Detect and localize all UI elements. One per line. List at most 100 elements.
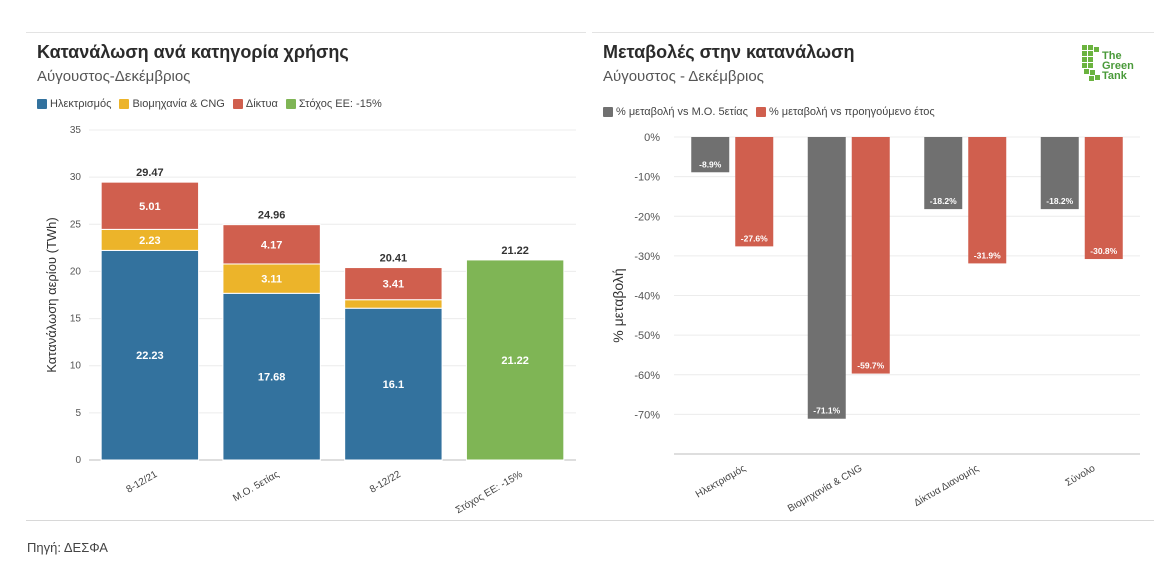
bar-segment xyxy=(222,263,321,294)
y-tick-label: 5 xyxy=(75,408,81,419)
y-tick-label: 35 xyxy=(70,125,82,136)
bar-value-label: 21.22 xyxy=(501,355,529,367)
y-tick-label: 20 xyxy=(70,266,82,277)
bar xyxy=(1040,137,1079,210)
legend-label: Βιομηχανία & CNG xyxy=(132,98,225,110)
source-note: Πηγή: ΔΕΣΦΑ xyxy=(27,540,108,555)
right-legend-item: % μεταβολή vs προηγούμενο έτος xyxy=(755,106,935,118)
y-tick-label: -20% xyxy=(634,211,660,223)
left-bar-chart: 0 5 10 15 20 25 30 35 Κατανάλωση αερίου (TWh) 22.… xyxy=(44,125,576,516)
logo-wordmark: The Green Tank xyxy=(1102,50,1134,82)
bar-segment xyxy=(222,224,321,265)
bar-total-label: 24.96 xyxy=(258,210,286,222)
consumption-by-category-panel: Κατανάλωση ανά κατηγορία χρήσης Αύγουστο… xyxy=(26,32,586,520)
right-legend-item: % μεταβολή vs Μ.Ο. 5ετίας xyxy=(603,106,748,118)
y-tick-label: 15 xyxy=(70,314,82,325)
bar-value-label: 5.01 xyxy=(139,201,160,213)
bar-segment xyxy=(344,307,443,461)
left-legend-item: Δίκτυα xyxy=(232,98,278,110)
bar-value-label: -18.2% xyxy=(1046,196,1073,206)
legend-label: % μεταβολή vs προηγούμενο έτος xyxy=(768,106,935,118)
legend-swatch xyxy=(755,107,766,117)
x-tick-label: Βιομηχανία & CNG xyxy=(786,462,865,514)
right-chart-legend: % μεταβολή vs Μ.Ο. 5ετίας % μεταβολή vs π… xyxy=(603,106,935,118)
y-axis-title: Κατανάλωση αερίου (TWh) xyxy=(44,217,59,372)
logo-line: The xyxy=(1102,50,1122,62)
bar-total-label: 21.22 xyxy=(501,245,529,257)
y-tick-label: 10 xyxy=(70,361,82,372)
bar-segment xyxy=(344,267,443,301)
leaf-logo-icon xyxy=(1082,45,1100,81)
x-tick-label: 8-12/22 xyxy=(368,469,403,496)
left-chart-title: Κατανάλωση ανά κατηγορία χρήσης xyxy=(37,42,349,62)
x-tick-label: Ηλεκτρισμός xyxy=(693,462,748,500)
y-tick-label: -30% xyxy=(634,251,660,263)
right-bar-chart: 0% -10% -20% -30% -40% -50% -60% -70% % μεταβολή… xyxy=(610,132,1140,515)
bar-value-label: -18.2% xyxy=(930,196,957,206)
bar xyxy=(735,137,774,247)
y-tick-label: 25 xyxy=(70,219,82,230)
bar xyxy=(924,137,963,210)
legend-swatch xyxy=(37,99,47,109)
bar-value-label: 2.23 xyxy=(139,235,160,247)
y-tick-label: -10% xyxy=(634,172,660,184)
bar-value-label: 17.68 xyxy=(258,372,286,384)
x-tick-label: 8-12/21 xyxy=(124,469,159,496)
bar-value-label: 3.11 xyxy=(261,274,282,286)
bar-value-label: 3.41 xyxy=(383,279,404,291)
bar-value-label: -31.9% xyxy=(974,250,1001,260)
legend-label: Στόχος ΕΕ: -15% xyxy=(298,98,382,110)
legend-swatch xyxy=(285,99,296,109)
legend-swatch xyxy=(603,107,613,117)
x-tick-label: Σύνολο xyxy=(1063,462,1097,489)
bar-value-label: -59.7% xyxy=(857,361,884,371)
bar-value-label: 22.23 xyxy=(136,350,164,362)
bar-total-label: 20.41 xyxy=(380,253,408,265)
bar xyxy=(968,137,1007,264)
y-tick-label: 0% xyxy=(644,132,660,144)
bar-total-label: 29.47 xyxy=(136,167,164,179)
bar-value-label: 16.1 xyxy=(383,379,404,391)
x-tick-label: Μ.Ο. 5ετίας xyxy=(231,468,282,504)
logo-line: Tank xyxy=(1102,70,1127,82)
left-legend-item: Στόχος ΕΕ: -15% xyxy=(285,98,382,110)
y-tick-label: 30 xyxy=(70,172,82,183)
x-tick-label: Στόχος ΕΕ: -15% xyxy=(453,468,524,516)
y-tick-label: -70% xyxy=(634,409,660,421)
bar xyxy=(691,137,730,173)
top-rule-left xyxy=(26,32,586,33)
left-chart-legend: Ηλεκτρισμός Βιομηχανία & CNG Δίκτυα Στόχος … xyxy=(37,98,382,110)
bar-segment xyxy=(100,249,200,461)
left-legend-item: Ηλεκτρισμός xyxy=(37,98,111,110)
bar xyxy=(851,137,890,374)
legend-label: % μεταβολή vs Μ.Ο. 5ετίας xyxy=(616,106,748,118)
legend-swatch xyxy=(232,99,243,109)
legend-label: Δίκτυα xyxy=(245,98,278,110)
bottom-rule xyxy=(26,520,1154,521)
bar-value-label: -27.6% xyxy=(741,233,768,243)
legend-label: Ηλεκτρισμός xyxy=(50,98,112,110)
x-tick-label: Δίκτυα Διανομής xyxy=(912,462,981,509)
logo-line: Green xyxy=(1102,60,1134,72)
bar xyxy=(1084,137,1123,260)
bar-value-label: 4.17 xyxy=(261,239,282,251)
bar-segment xyxy=(465,259,565,461)
bar-value-label: -30.8% xyxy=(1090,246,1117,256)
y-tick-label: -40% xyxy=(634,291,660,303)
bar-segment xyxy=(100,181,200,230)
consumption-change-panel: Μεταβολές στην κατανάλωση Αύγουστος - Δε… xyxy=(592,32,1154,520)
left-legend-item: Βιομηχανία & CNG xyxy=(119,98,225,110)
left-chart-subtitle: Αύγουστος-Δεκέμβριος xyxy=(37,68,191,85)
y-tick-label: -60% xyxy=(634,370,660,382)
y-tick-label: 0 xyxy=(75,455,81,466)
top-rule-right xyxy=(592,32,1154,33)
green-tank-logo: The Green Tank xyxy=(1080,43,1146,91)
bar xyxy=(807,137,846,419)
bar-value-label: -71.1% xyxy=(813,406,840,416)
legend-swatch xyxy=(119,99,130,109)
right-chart-subtitle: Αύγουστος - Δεκέμβριος xyxy=(603,68,764,85)
y-tick-label: -50% xyxy=(634,330,660,342)
bar-segment xyxy=(222,292,321,461)
right-chart-title: Μεταβολές στην κατανάλωση xyxy=(603,42,855,62)
bar-segment xyxy=(344,299,443,309)
